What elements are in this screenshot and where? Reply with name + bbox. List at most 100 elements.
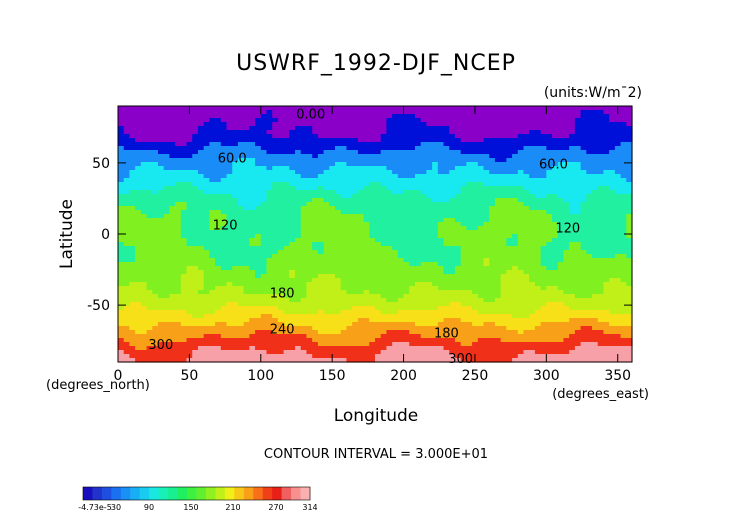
field-cell xyxy=(329,258,336,263)
field-cell xyxy=(152,110,159,115)
field-cell xyxy=(517,186,525,191)
field-cell xyxy=(283,138,290,143)
field-cell xyxy=(380,190,388,195)
field-cell xyxy=(380,166,388,171)
field-cell xyxy=(614,286,622,291)
field-cell xyxy=(614,322,622,327)
field-cell xyxy=(237,298,245,303)
field-cell xyxy=(255,118,262,123)
field-cell xyxy=(546,282,553,287)
field-cell xyxy=(175,118,182,123)
field-cell xyxy=(203,110,210,115)
field-cell xyxy=(123,182,131,187)
field-cell xyxy=(135,222,142,227)
field-cell xyxy=(220,310,228,315)
field-cell xyxy=(306,122,313,127)
field-cell xyxy=(386,234,393,239)
field-cell xyxy=(483,170,490,175)
field-cell xyxy=(626,306,633,311)
field-cell xyxy=(552,246,559,251)
field-cell xyxy=(186,134,193,139)
field-cell xyxy=(266,174,273,179)
field-cell xyxy=(403,158,410,163)
field-cell xyxy=(580,150,587,155)
field-cell xyxy=(340,282,348,287)
field-cell xyxy=(466,290,473,295)
field-cell xyxy=(392,250,399,255)
field-cell xyxy=(363,130,370,135)
field-cell xyxy=(586,278,593,283)
field-cell xyxy=(603,282,610,287)
field-cell xyxy=(357,198,365,203)
field-cell xyxy=(586,130,593,135)
field-cell xyxy=(557,206,565,211)
field-cell xyxy=(135,266,142,271)
field-cell xyxy=(335,258,342,263)
field-cell xyxy=(569,178,576,183)
field-cell xyxy=(317,178,325,183)
field-cell xyxy=(180,122,188,127)
field-cell xyxy=(317,326,325,331)
field-cell xyxy=(432,306,439,311)
field-cell xyxy=(409,170,416,175)
field-cell xyxy=(335,274,342,279)
field-cell xyxy=(563,106,570,111)
field-cell xyxy=(466,186,473,191)
field-cell xyxy=(557,190,565,195)
field-cell xyxy=(140,138,148,143)
field-cell xyxy=(157,214,165,219)
field-cell xyxy=(215,206,222,211)
field-cell xyxy=(483,258,490,263)
field-cell xyxy=(340,138,348,143)
field-cell xyxy=(534,254,542,259)
field-cell xyxy=(135,234,142,239)
field-cell xyxy=(129,166,136,171)
field-cell xyxy=(306,166,313,171)
field-cell xyxy=(620,150,627,155)
field-cell xyxy=(460,314,467,319)
field-cell xyxy=(180,166,188,171)
field-cell xyxy=(466,138,473,143)
field-cell xyxy=(203,294,210,299)
field-cell xyxy=(232,126,239,131)
field-cell xyxy=(329,290,336,295)
field-cell xyxy=(260,150,268,155)
field-cell xyxy=(289,142,296,147)
field-cell xyxy=(272,206,279,211)
field-cell xyxy=(477,294,485,299)
field-cell xyxy=(272,146,279,151)
field-cell xyxy=(557,186,565,191)
field-cell xyxy=(123,242,131,247)
field-cell xyxy=(472,254,479,259)
field-cell xyxy=(169,110,176,115)
field-cell xyxy=(626,246,633,251)
field-cell xyxy=(375,206,382,211)
field-cell xyxy=(540,202,547,207)
field-cell xyxy=(614,278,622,283)
field-cell xyxy=(255,246,262,251)
field-cell xyxy=(266,322,273,327)
field-cell xyxy=(277,186,285,191)
field-cell xyxy=(300,118,308,123)
field-cell xyxy=(597,158,605,163)
field-cell xyxy=(312,294,319,299)
field-cell xyxy=(466,106,473,111)
field-cell xyxy=(557,114,565,119)
field-cell xyxy=(135,162,142,167)
field-cell xyxy=(232,274,239,279)
field-cell xyxy=(563,290,570,295)
field-cell xyxy=(477,138,485,143)
field-cell xyxy=(420,138,427,143)
field-cell xyxy=(523,278,530,283)
field-cell xyxy=(552,266,559,271)
field-cell xyxy=(300,314,308,319)
field-cell xyxy=(592,322,599,327)
field-cell xyxy=(300,242,308,247)
field-cell xyxy=(335,198,342,203)
field-cell xyxy=(157,262,165,267)
field-cell xyxy=(323,190,330,195)
field-cell xyxy=(197,190,205,195)
field-cell xyxy=(272,290,279,295)
field-cell xyxy=(146,186,153,191)
field-cell xyxy=(226,198,233,203)
